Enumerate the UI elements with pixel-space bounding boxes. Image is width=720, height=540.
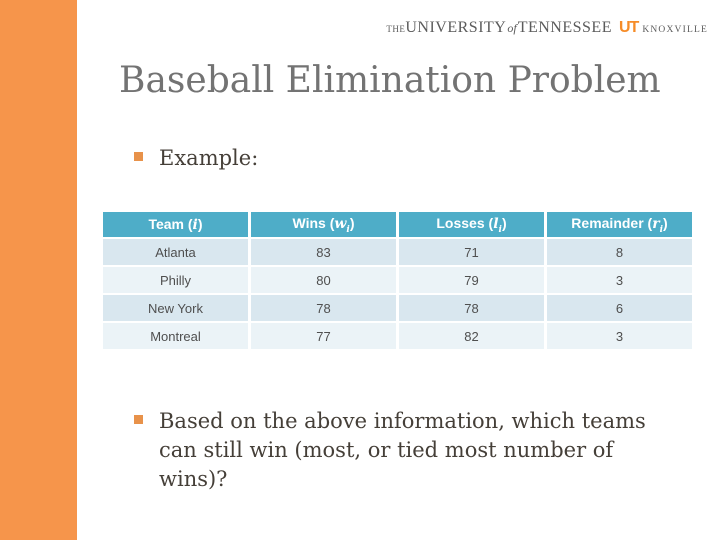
- question-bullet-row: Based on the above information, which te…: [134, 407, 694, 494]
- example-label: Example:: [159, 146, 259, 170]
- question-line: Based on the above information, which te…: [159, 409, 646, 433]
- logo-of-text: of: [507, 21, 517, 35]
- table-header-row: Team (i) Wins (wi) Losses (li) Remainder (r…: [103, 212, 692, 237]
- university-logo: THE UNIVERSITY of TENNESSEE UT KNOXVILLE: [386, 19, 708, 37]
- table-row: New York 78 78 6: [103, 295, 692, 321]
- stat-cell: 6: [547, 295, 692, 321]
- logo-the-text: THE: [386, 24, 406, 34]
- bullet-square-icon: [134, 152, 143, 161]
- stat-cell: 3: [547, 267, 692, 293]
- team-name-cell: Montreal: [103, 323, 248, 349]
- standings-table: Team (i) Wins (wi) Losses (li) Remainder (r…: [100, 210, 695, 351]
- stat-cell: 82: [399, 323, 544, 349]
- logo-university-text: UNIVERSITY: [405, 19, 507, 36]
- logo-tennessee-text: TENNESSEE: [517, 19, 612, 36]
- column-header: Remainder (ri): [547, 212, 692, 237]
- stat-cell: 80: [251, 267, 396, 293]
- column-header: Wins (wi): [251, 212, 396, 237]
- ut-power-t-icon: UT: [618, 19, 639, 36]
- stat-cell: 83: [251, 239, 396, 265]
- table-header: Team (i) Wins (wi) Losses (li) Remainder (r…: [103, 212, 692, 237]
- team-name-cell: Philly: [103, 267, 248, 293]
- stat-cell: 71: [399, 239, 544, 265]
- stat-cell: 77: [251, 323, 396, 349]
- stat-cell: 3: [547, 323, 692, 349]
- team-name-cell: Atlanta: [103, 239, 248, 265]
- column-header: Losses (li): [399, 212, 544, 237]
- stat-cell: 8: [547, 239, 692, 265]
- logo-knoxville-text: KNOXVILLE: [642, 25, 708, 35]
- table-row: Montreal 77 82 3: [103, 323, 692, 349]
- example-bullet-row: Example:: [134, 144, 258, 173]
- table-body: Atlanta 83 71 8 Philly 80 79 3 New York 78 78 6 Mont…: [103, 239, 692, 349]
- slide-title: Baseball Elimination Problem: [119, 60, 661, 101]
- slide-accent-sidebar: [0, 0, 77, 540]
- stat-cell: 78: [399, 295, 544, 321]
- team-name-cell: New York: [103, 295, 248, 321]
- table-row: Atlanta 83 71 8: [103, 239, 692, 265]
- question-line: can still win (most, or tied most number…: [159, 438, 614, 462]
- bullet-square-icon: [134, 415, 143, 424]
- stat-cell: 79: [399, 267, 544, 293]
- table-row: Philly 80 79 3: [103, 267, 692, 293]
- question-text: Based on the above information, which te…: [159, 407, 646, 494]
- stat-cell: 78: [251, 295, 396, 321]
- question-line: wins)?: [159, 467, 228, 491]
- column-header: Team (i): [103, 212, 248, 237]
